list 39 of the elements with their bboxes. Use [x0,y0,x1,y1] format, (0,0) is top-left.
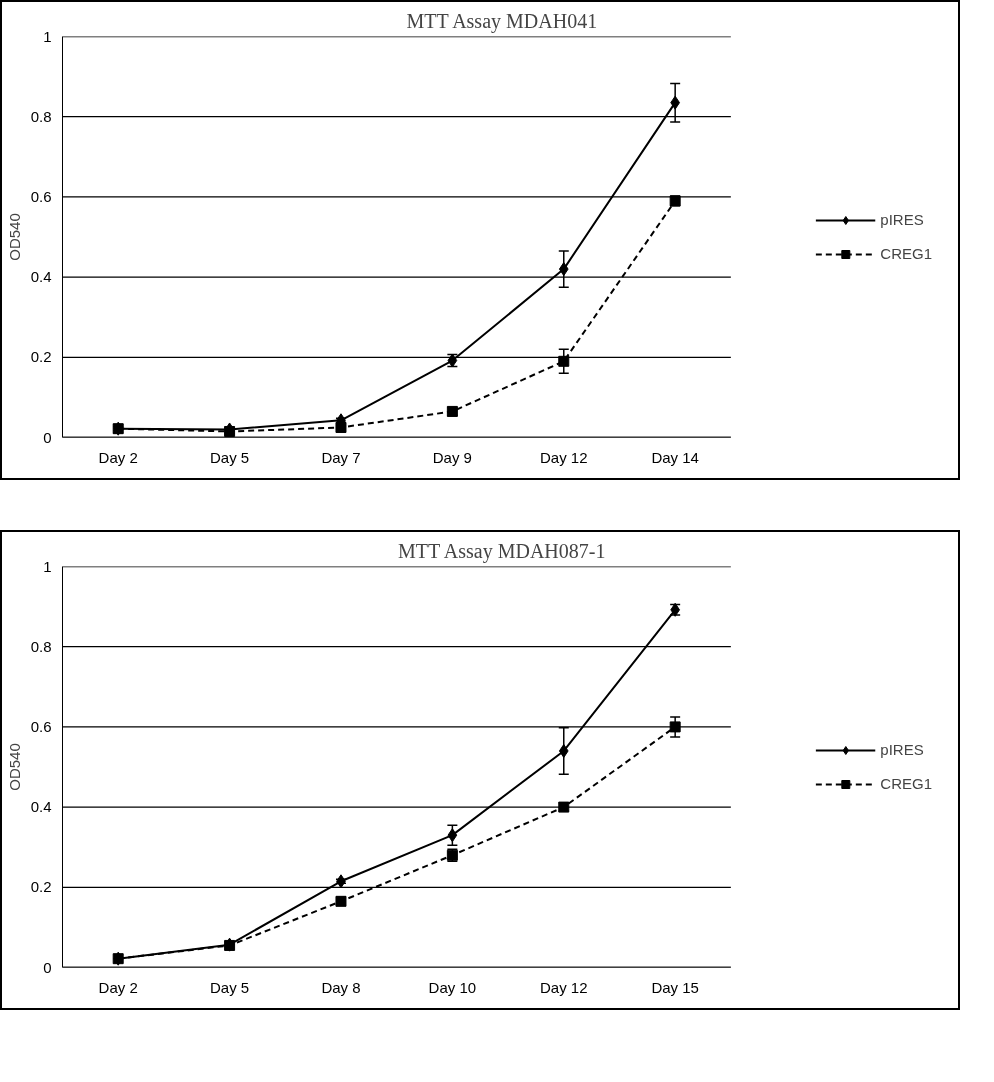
y-tick-label: 1 [43,557,52,575]
x-tick-label: Day 12 [540,978,588,996]
y-tick-label: 0.4 [30,268,52,286]
legend-label: CREG1 [880,775,932,792]
point [558,743,569,758]
legend-label: CREG1 [880,245,932,262]
y-tick-label: 0.6 [30,187,52,205]
chart-title: MTT Assay MDAH087-1 [398,539,606,563]
x-tick-label: Day 7 [321,448,361,466]
y-tick-label: 0.2 [30,348,52,366]
point [558,355,570,367]
y-tick-label: 0.8 [30,637,52,655]
legend-label: pIRES [880,211,924,228]
y-tick-label: 0 [43,958,52,976]
point [335,895,347,907]
x-tick-label: Day 8 [321,978,361,996]
chart-title: MTT Assay MDAH041 [406,9,598,33]
y-axis-title: OD540 [5,213,23,261]
x-tick-label: Day 10 [428,978,477,996]
point [558,262,569,277]
x-tick-label: Day 2 [98,448,138,466]
x-tick-label: Day 12 [540,448,588,466]
y-axis-title: OD540 [5,743,23,791]
y-tick-label: 0.2 [30,878,52,896]
point [335,421,347,433]
y-tick-label: 0.4 [30,798,52,816]
y-tick-label: 0.8 [30,107,52,125]
point [669,721,681,733]
y-tick-label: 0.6 [30,717,52,735]
point [447,828,458,843]
x-tick-label: Day 14 [651,448,699,466]
x-tick-label: Day 5 [210,978,250,996]
y-tick-label: 0 [43,428,52,446]
x-tick-label: Day 2 [98,978,138,996]
x-tick-label: Day 9 [432,448,472,466]
x-tick-label: Day 5 [210,448,250,466]
x-tick-label: Day 15 [651,978,699,996]
y-tick-label: 1 [43,27,52,45]
legend-label: pIRES [880,741,924,758]
